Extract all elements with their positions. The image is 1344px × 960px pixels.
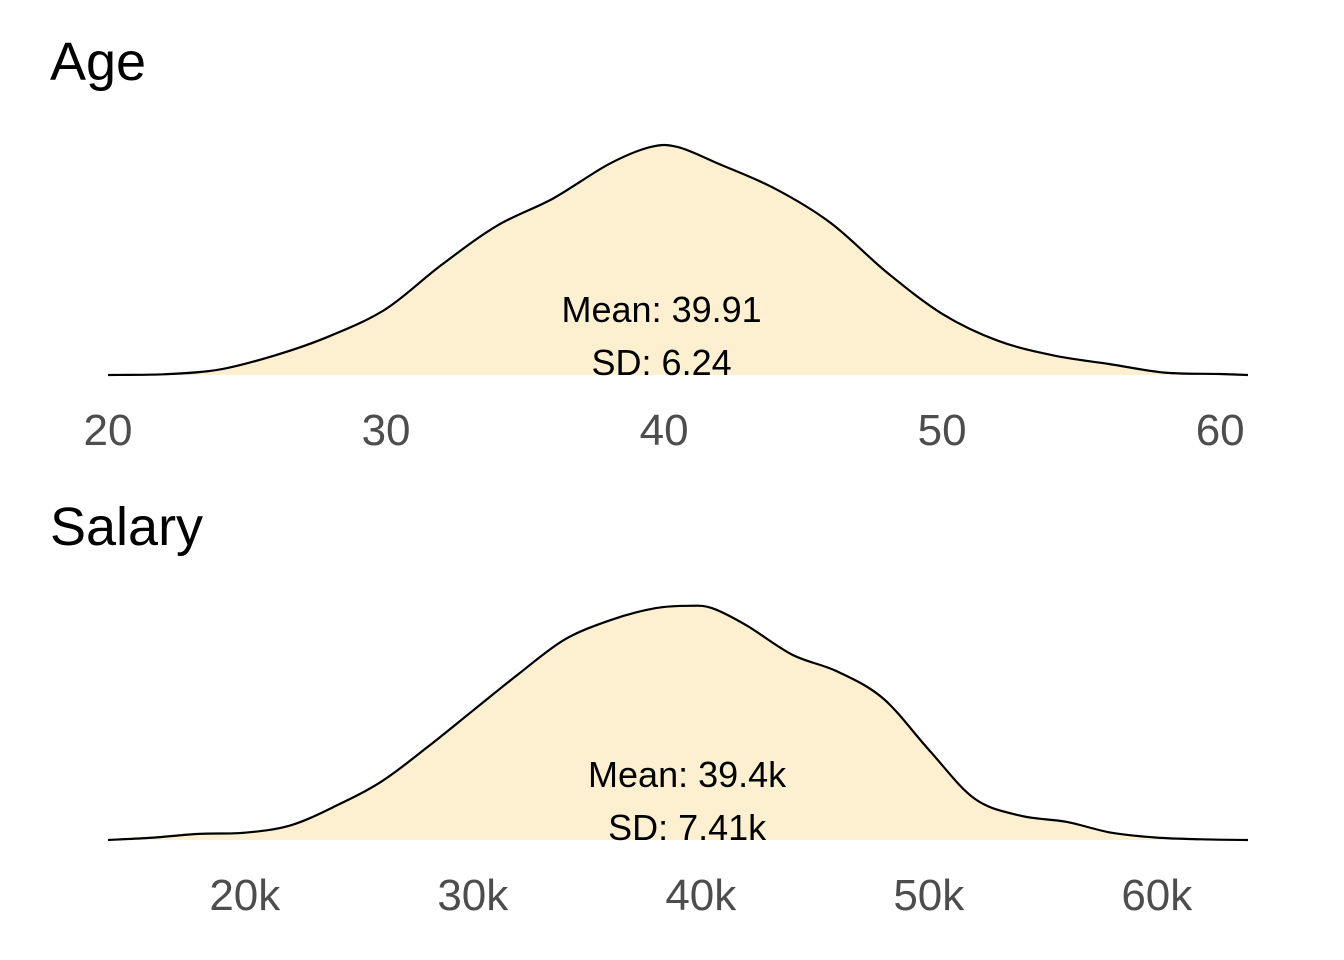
age-density-curve (107, 143, 1249, 377)
salary-tick-label: 40k (665, 871, 737, 920)
age-mean-label: Mean: 39.91 (562, 289, 762, 330)
salary-tick-label: 50k (893, 871, 965, 920)
salary-tick-label: 20k (209, 871, 281, 920)
salary-density-curve (107, 604, 1249, 842)
salary-mean-label: Mean: 39.4k (588, 754, 787, 795)
salary-sd-label: SD: 7.41k (608, 807, 767, 848)
age-density-fill (108, 145, 1248, 375)
salary-tick-label: 30k (437, 871, 509, 920)
age-sd-label: SD: 6.24 (592, 342, 732, 383)
salary-tick-label: 60k (1121, 871, 1193, 920)
age-panel-title: Age (50, 32, 146, 92)
age-tick-label: 40 (640, 406, 689, 455)
salary-panel-title: Salary (50, 497, 203, 557)
age-tick-label: 20 (84, 406, 133, 455)
age-tick-label: 30 (362, 406, 411, 455)
salary-density-fill (108, 605, 1248, 840)
age-tick-label: 50 (918, 406, 967, 455)
age-tick-label: 60 (1196, 406, 1245, 455)
